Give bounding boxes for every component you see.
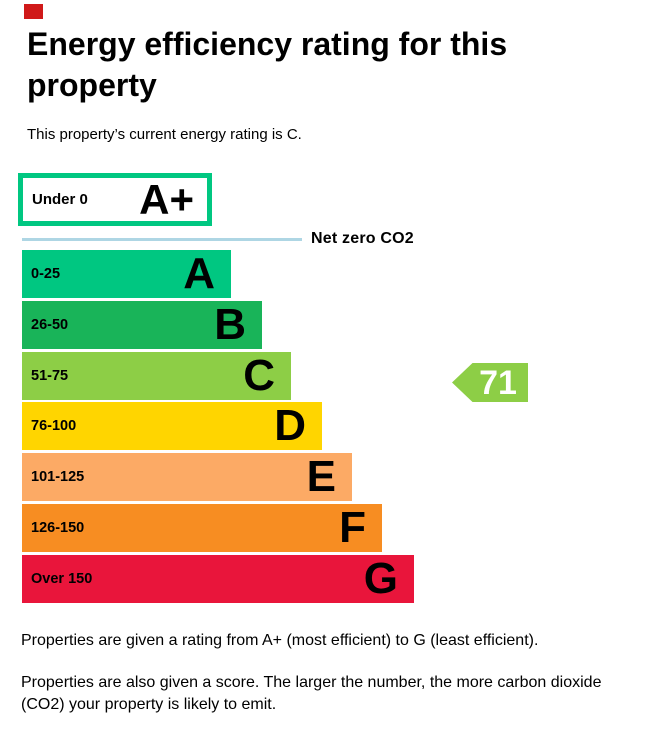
band-letter: C [243, 351, 275, 400]
band-row-g: Over 150 G [22, 555, 414, 603]
band-row-d: 76-100 D [22, 402, 322, 450]
band-range-label: 76-100 [31, 418, 77, 434]
band-row-b: 26-50 B [22, 301, 262, 349]
band-letter: E [306, 452, 336, 501]
band-letter: B [214, 300, 246, 349]
energy-rating-chart: Under 0 A+ Net zero CO2 0-25 A 26-50 B 5… [18, 173, 528, 603]
band-range-label: 101-125 [31, 469, 85, 485]
net-zero-label: Net zero CO2 [311, 230, 414, 247]
band-row-f: 126-150 F [22, 504, 382, 552]
score-explanation: Properties are also given a score. The l… [21, 674, 602, 713]
page-title: Energy efficiency rating for this proper… [27, 26, 508, 103]
band-letter: D [274, 401, 306, 450]
band-range-label: 51-75 [31, 368, 69, 384]
band-letter: A+ [139, 175, 194, 223]
band-range-label: 0-25 [31, 266, 61, 282]
band-row-c: 51-75 C [22, 352, 291, 400]
band-range-label: Under 0 [32, 191, 88, 208]
band-a-plus: Under 0 A+ [18, 173, 212, 226]
rating-explanation: Properties are given a rating from A+ (m… [21, 632, 539, 649]
band-row-a: 0-25 A [22, 250, 231, 298]
band-letter: A [183, 249, 215, 298]
band-range-label: 126-150 [31, 520, 85, 536]
band-range-label: Over 150 [31, 571, 93, 587]
current-rating-text: This property’s current energy rating is… [27, 126, 302, 143]
band-row-e: 101-125 E [22, 453, 352, 501]
net-zero-line [22, 238, 302, 241]
red-square-mark [24, 4, 43, 19]
current-score-value: 71 [479, 363, 517, 402]
band-letter: F [339, 503, 366, 552]
band-letter: G [363, 554, 398, 603]
band-range-label: 26-50 [31, 317, 69, 333]
current-score-marker: 71 [452, 363, 528, 402]
